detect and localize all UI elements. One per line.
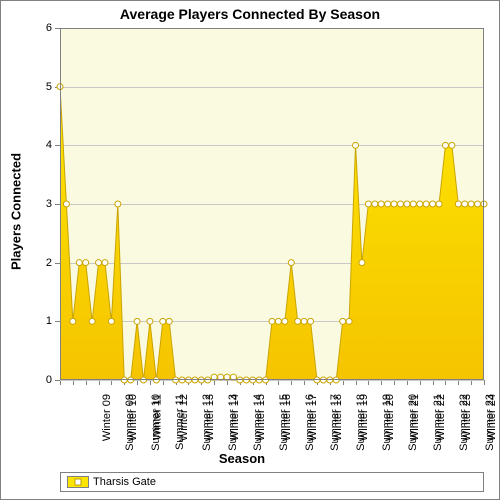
data-marker [237,377,243,383]
data-marker [185,377,191,383]
data-marker [436,201,442,207]
data-marker [198,377,204,383]
data-marker [263,377,269,383]
data-marker [205,377,211,383]
data-marker [256,377,262,383]
data-marker [404,201,410,207]
data-marker [141,377,147,383]
data-marker [481,201,487,207]
data-marker [121,377,127,383]
data-marker [166,318,172,324]
data-marker [282,318,288,324]
data-marker [308,318,314,324]
data-marker [89,318,95,324]
data-marker [147,318,153,324]
data-marker [63,201,69,207]
data-marker [134,318,140,324]
data-marker [430,201,436,207]
data-marker [391,201,397,207]
data-marker [173,377,179,383]
data-marker [243,377,249,383]
data-marker [275,318,281,324]
data-marker [269,318,275,324]
data-marker [320,377,326,383]
data-marker [102,260,108,266]
data-marker [314,377,320,383]
data-marker [333,377,339,383]
data-marker [115,201,121,207]
data-marker [468,201,474,207]
data-marker [218,374,224,380]
series-layer [0,0,500,500]
data-marker [76,260,82,266]
data-marker [455,201,461,207]
area-series [60,87,484,380]
data-marker [108,318,114,324]
data-marker [353,142,359,148]
data-marker [70,318,76,324]
data-marker [359,260,365,266]
data-marker [57,84,63,90]
data-marker [346,318,352,324]
data-marker [397,201,403,207]
data-marker [160,318,166,324]
data-marker [301,318,307,324]
data-marker [372,201,378,207]
data-marker [423,201,429,207]
data-marker [288,260,294,266]
data-marker [128,377,134,383]
data-marker [83,260,89,266]
data-marker [378,201,384,207]
data-marker [179,377,185,383]
data-marker [385,201,391,207]
data-marker [449,142,455,148]
data-marker [250,377,256,383]
data-marker [96,260,102,266]
data-marker [211,374,217,380]
data-marker [462,201,468,207]
data-marker [192,377,198,383]
data-marker [327,377,333,383]
data-marker [295,318,301,324]
data-marker [442,142,448,148]
data-marker [417,201,423,207]
data-marker [230,374,236,380]
data-marker [365,201,371,207]
data-marker [340,318,346,324]
data-marker [224,374,230,380]
data-marker [475,201,481,207]
data-marker [153,377,159,383]
data-marker [410,201,416,207]
